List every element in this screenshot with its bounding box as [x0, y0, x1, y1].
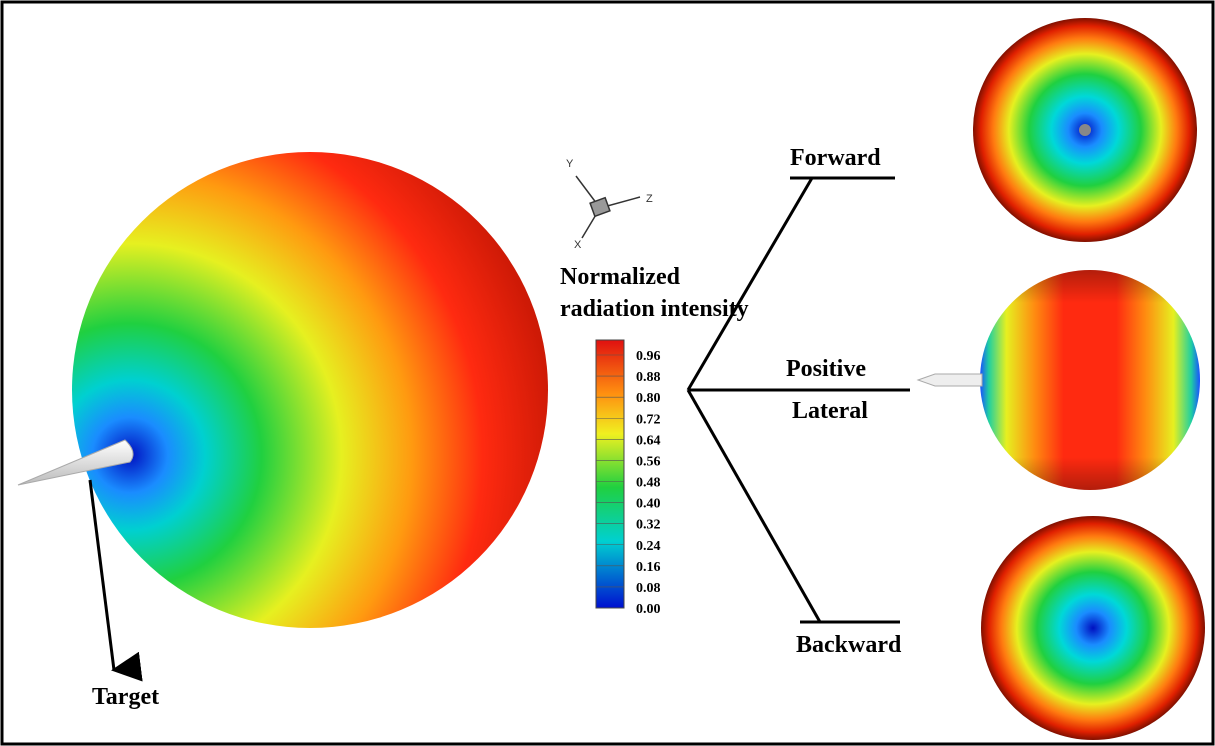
- colorbar-tick: 0.40: [636, 497, 661, 512]
- lateral-shade: [980, 270, 1200, 490]
- target-dot: [1079, 124, 1091, 136]
- colorbar-tick: 0.16: [636, 560, 661, 575]
- colorbar-tick: 0.00: [636, 602, 661, 617]
- view-label: Lateral: [792, 398, 868, 424]
- lateral-needle: [916, 373, 983, 387]
- colorbar-tick: 0.32: [636, 518, 661, 533]
- colorbar-tick: 0.64: [636, 433, 661, 448]
- connector-lines: [686, 176, 910, 624]
- axis-triad: [575, 175, 641, 239]
- legend-title: Normalized: [560, 264, 681, 290]
- colorbar-tick: 0.24: [636, 539, 661, 554]
- colorbar-tick: 0.80: [636, 391, 661, 406]
- colorbar: [595, 339, 625, 609]
- view-label: Forward: [790, 145, 881, 171]
- colorbar-tick: 0.96: [636, 349, 661, 364]
- view-label: Positive: [786, 356, 866, 382]
- view-label: Backward: [796, 632, 902, 658]
- colorbar-tick: 0.56: [636, 454, 661, 469]
- backward-view: [981, 516, 1205, 740]
- target-label: Target: [92, 684, 159, 710]
- axis-z: Z: [646, 193, 653, 205]
- colorbar-tick: 0.08: [636, 581, 661, 596]
- axis-x: X: [574, 239, 582, 251]
- colorbar-tick: 0.88: [636, 370, 661, 385]
- axis-y: Y: [566, 158, 574, 170]
- big-sphere: [72, 152, 548, 628]
- target-needle: [17, 439, 134, 486]
- target-arrow: [88, 479, 143, 682]
- legend-title: radiation intensity: [560, 296, 749, 322]
- colorbar-tick: 0.72: [636, 412, 661, 427]
- colorbar-tick: 0.48: [636, 476, 661, 491]
